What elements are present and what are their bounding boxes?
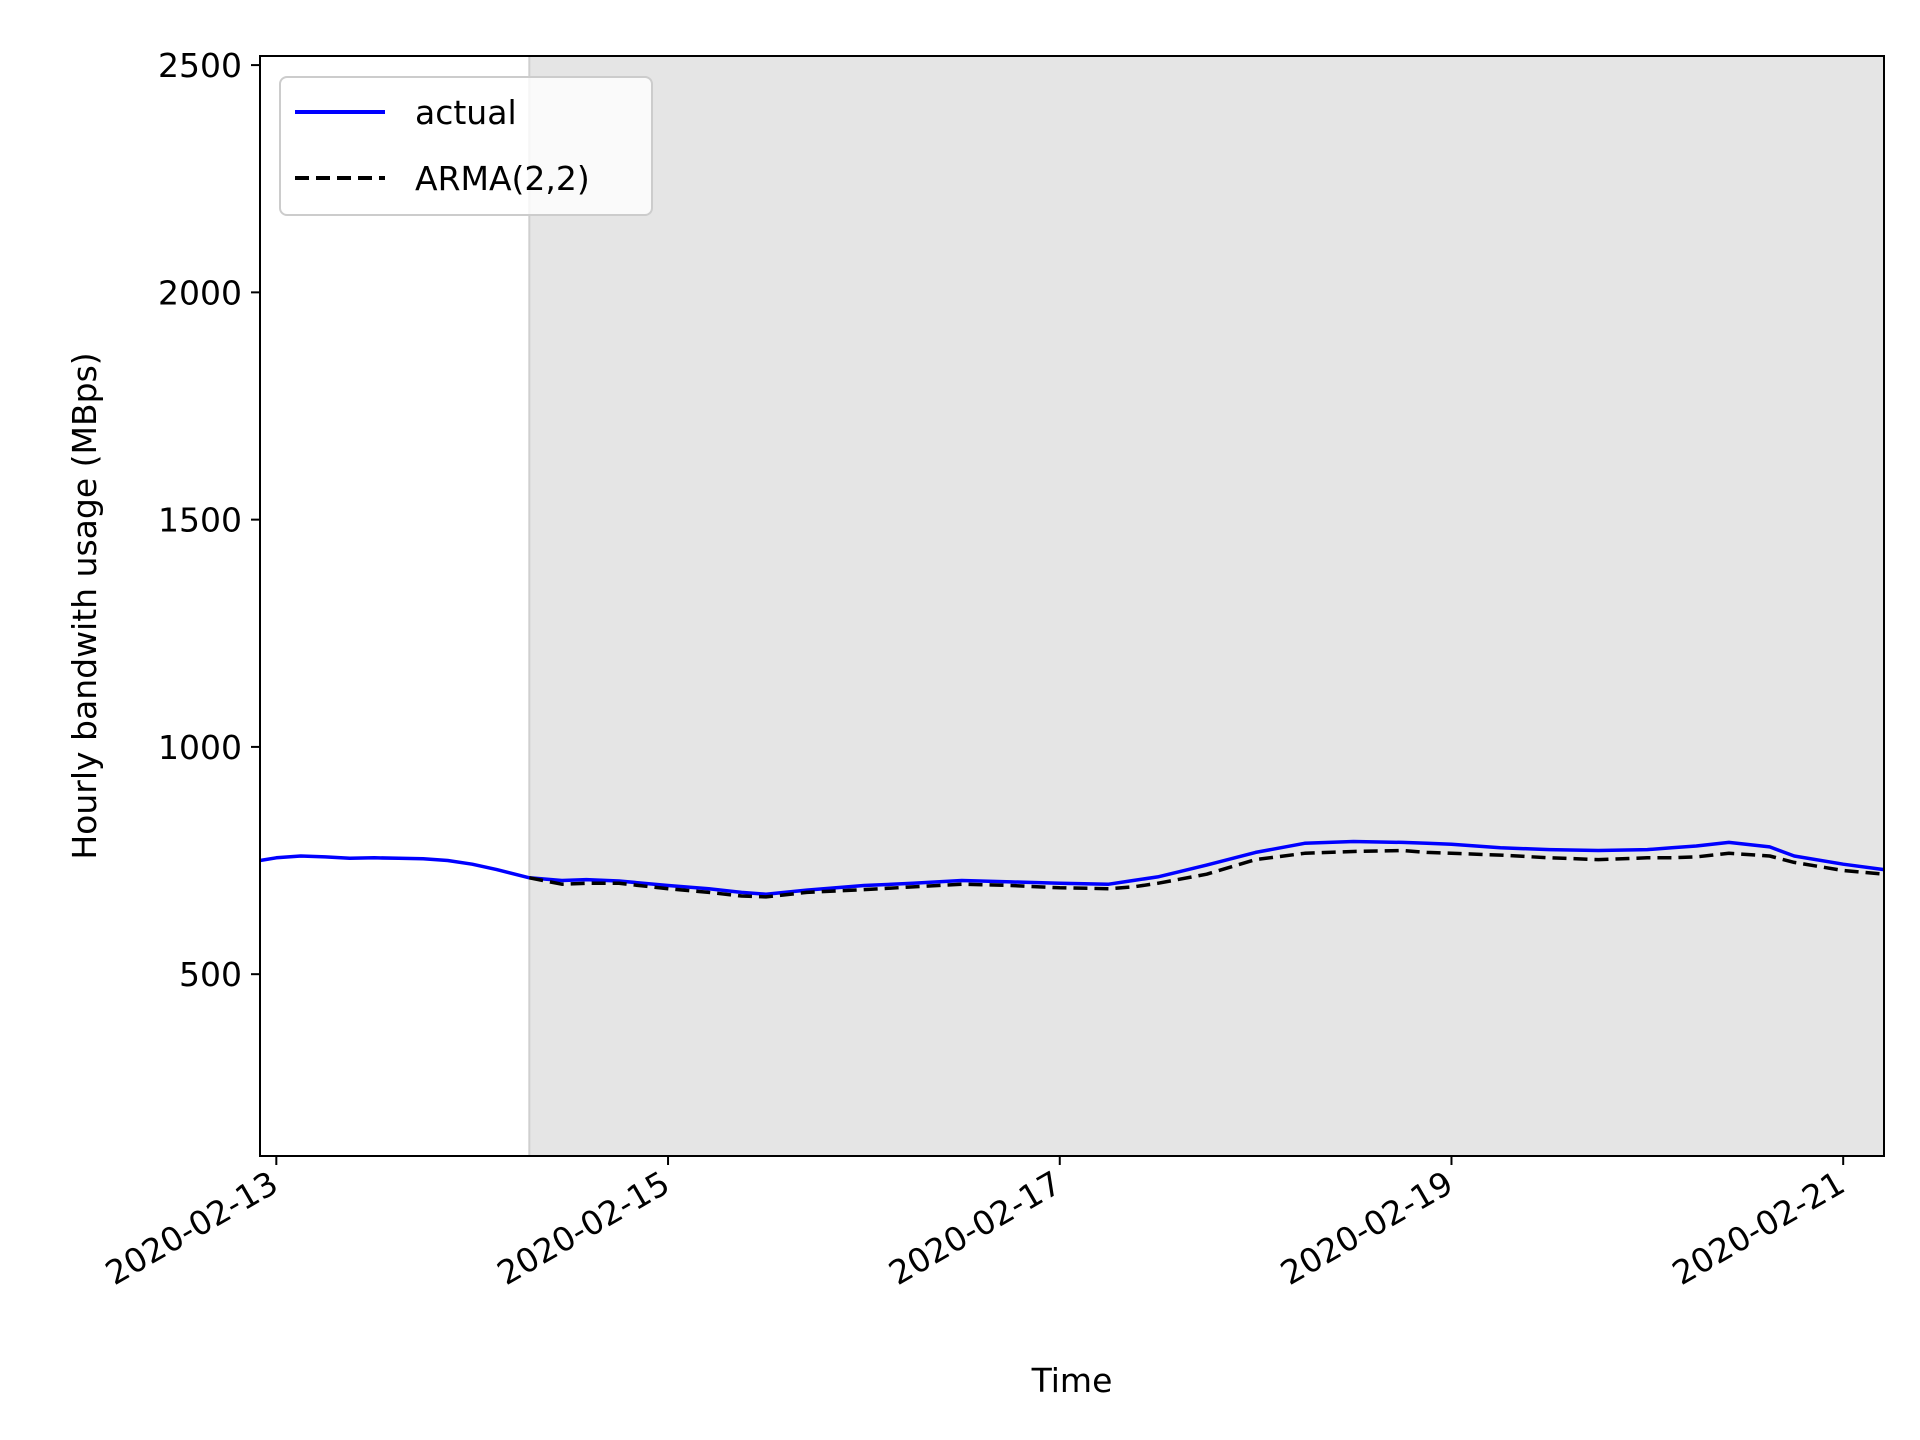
- y-tick-label: 2000: [158, 273, 242, 312]
- y-axis-label: Hourly bandwith usage (MBps): [65, 352, 104, 859]
- y-tick-label: 1500: [158, 501, 242, 540]
- series-layer: [259, 839, 1885, 899]
- series-line-actual: [259, 839, 1885, 896]
- x-axis-label: Time: [1031, 1361, 1113, 1400]
- y-tick-label: 500: [179, 955, 242, 994]
- shaded-region-layer: [528, 56, 1884, 1156]
- y-tick-label: 2500: [158, 46, 242, 85]
- legend-label-actual: actual: [415, 93, 517, 132]
- y-axis: 500 1000 1500 2000 2500: [158, 46, 260, 994]
- legend: actual ARMA(2,2): [279, 76, 653, 216]
- plot-frame: [259, 55, 1885, 1157]
- y-tick-label: 1000: [158, 728, 242, 767]
- shaded-test-region: [529, 56, 1884, 1156]
- legend-label-arma: ARMA(2,2): [415, 159, 590, 198]
- series-line-arma: [528, 848, 1885, 899]
